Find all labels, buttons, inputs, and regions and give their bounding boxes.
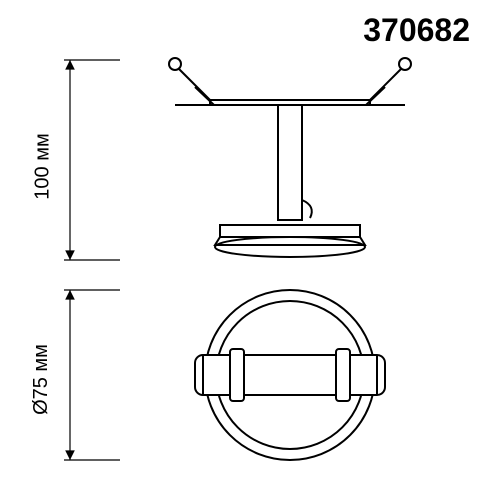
- socket-bar: [195, 349, 385, 401]
- diameter-dimension-line: [64, 290, 120, 460]
- height-dimension-line: [64, 60, 120, 260]
- spring-clip-left: [169, 58, 214, 105]
- diameter-dimension-label: Ø75 мм: [30, 344, 53, 415]
- technical-drawing: [0, 0, 500, 500]
- diagram-container: 370682 100 мм Ø75 мм: [0, 0, 500, 500]
- side-view: [169, 58, 411, 257]
- bottom-view: [195, 290, 385, 460]
- height-dimension-label: 100 мм: [32, 133, 55, 199]
- spring-clip-right: [366, 58, 411, 105]
- product-code: 370682: [363, 12, 470, 49]
